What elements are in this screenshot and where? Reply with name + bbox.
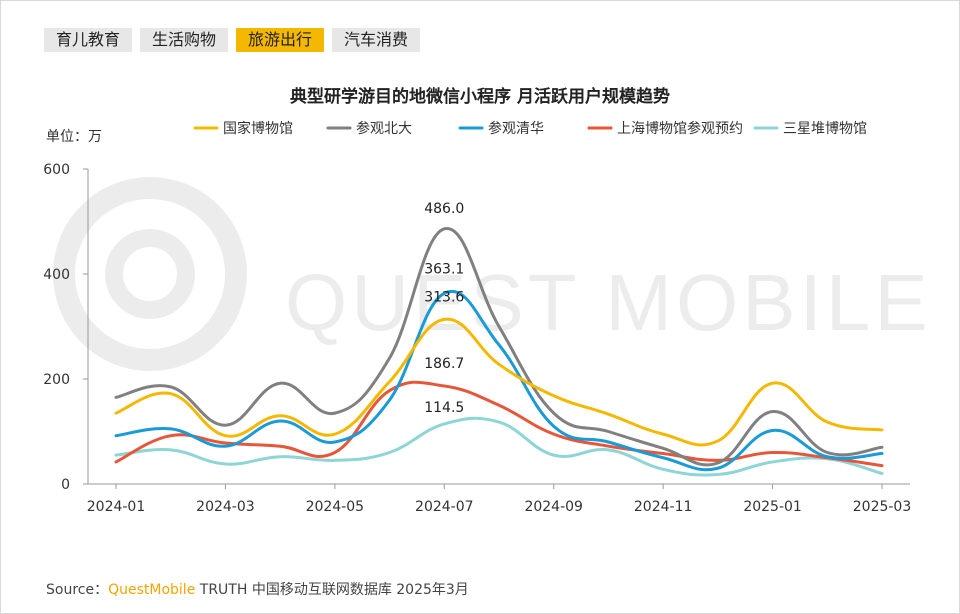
x-tick-label: 2024-01	[87, 499, 146, 515]
tab-parenting-education[interactable]: 育儿教育	[44, 28, 133, 52]
data-label: 114.5	[424, 400, 464, 416]
tab-life-shopping[interactable]: 生活购物	[140, 28, 229, 52]
chart-title: 典型研学游目的地微信小程序 月活跃用户规模趋势	[290, 87, 670, 107]
x-tick-label: 2025-01	[743, 499, 802, 515]
data-label: 313.6	[424, 289, 464, 305]
series-1-line	[114, 227, 884, 467]
tab-travel[interactable]: 旅游出行	[236, 28, 325, 52]
watermark: QUEST MOBILE	[53, 177, 932, 371]
y-tick-label: 0	[61, 477, 70, 493]
series-3-line	[114, 380, 884, 468]
legend-label: 国家博物馆	[223, 120, 293, 137]
x-tick-label: 2024-07	[415, 499, 474, 515]
watermark-text: QUEST MOBILE	[285, 258, 932, 347]
data-label: 363.1	[424, 261, 464, 277]
series-0-line	[114, 317, 884, 447]
series-2-line	[114, 289, 884, 472]
x-tick-label: 2024-05	[306, 499, 365, 515]
x-tick-label: 2024-09	[524, 499, 583, 515]
y-tick-label: 400	[43, 267, 70, 283]
legend-label: 上海博物馆参观预约	[617, 120, 743, 137]
data-label: 186.7	[424, 356, 464, 372]
source-text: TRUTH 中国移动互联网数据库 2025年3月	[199, 582, 469, 598]
x-tick-label: 2025-03	[853, 499, 912, 515]
watermark-logo-ring	[53, 177, 247, 371]
source-line: Source：QuestMobile TRUTH 中国移动互联网数据库 2025…	[46, 579, 469, 599]
x-tick-label: 2024-11	[634, 499, 693, 515]
watermark-logo-core	[105, 229, 195, 319]
tab-auto-consumption[interactable]: 汽车消费	[332, 28, 421, 52]
category-tabs: 育儿教育 生活购物 旅游出行 汽车消费	[44, 28, 421, 52]
y-tick-label: 200	[43, 372, 70, 388]
x-tick-label: 2024-03	[196, 499, 255, 515]
legend-label: 参观北大	[356, 120, 412, 137]
legend-label: 参观清华	[488, 120, 544, 137]
legend-label: 三星堆博物馆	[783, 120, 867, 137]
y-tick-label: 600	[43, 162, 70, 178]
source-prefix: Source：	[46, 582, 109, 598]
series-4-line	[114, 416, 884, 477]
source-brand: QuestMobile	[108, 582, 196, 598]
data-label: 486.0	[424, 201, 464, 217]
unit-label: 单位：万	[46, 129, 102, 145]
